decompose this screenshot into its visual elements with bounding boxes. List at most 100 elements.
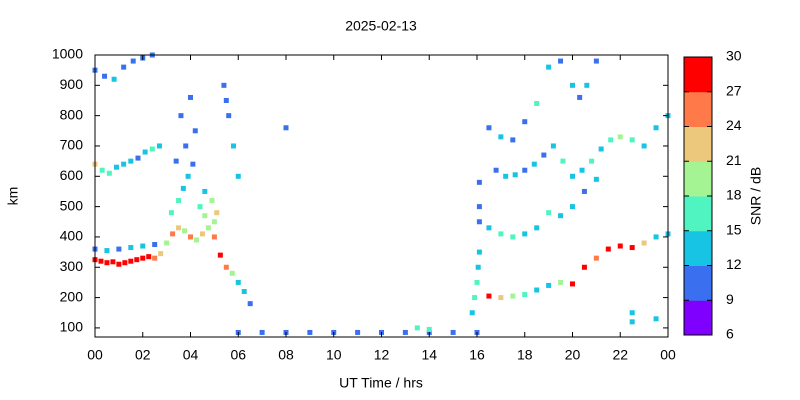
snr-cell (593, 255, 599, 261)
snr-cell (211, 219, 217, 225)
snr-cell (110, 259, 116, 265)
snr-cell (122, 260, 128, 266)
snr-cell (570, 82, 575, 88)
snr-cell (221, 82, 227, 88)
colorbar-tick-label: 24 (726, 117, 742, 133)
colorbar-tick-label: 6 (726, 326, 734, 342)
snr-cell (522, 167, 528, 173)
snr-cell (199, 231, 205, 237)
y-tick-label: 400 (60, 228, 84, 244)
colorbar-tick-label: 27 (726, 82, 742, 98)
snr-cell (541, 152, 547, 158)
snr-cell (629, 319, 635, 325)
snr-cell (653, 316, 659, 322)
x-tick-label: 06 (230, 347, 246, 363)
snr-cell (560, 158, 566, 164)
snr-cell (152, 255, 158, 261)
snr-cell (510, 234, 516, 240)
snr-cell (156, 143, 162, 149)
snr-cell (414, 325, 420, 331)
x-tick-label: 04 (183, 347, 199, 363)
snr-cell (476, 249, 482, 255)
x-tick-label: 00 (87, 347, 103, 363)
snr-cell (629, 137, 635, 143)
snr-cell (259, 329, 265, 335)
snr-cell (180, 185, 186, 191)
snr-cell (230, 143, 236, 149)
snr-cell (140, 243, 146, 249)
snr-cell (498, 134, 504, 140)
snr-cell (472, 295, 478, 301)
snr-cell (512, 172, 518, 178)
snr-cell (476, 179, 482, 185)
snr-cell (128, 158, 134, 164)
snr-cell (192, 128, 198, 134)
snr-cell (183, 143, 189, 149)
x-tick-label: 00 (660, 347, 676, 363)
snr-cell (486, 125, 492, 131)
snr-cell (402, 329, 408, 335)
snr-cell (182, 228, 188, 234)
colorbar-band (684, 196, 712, 232)
snr-cell (205, 225, 211, 231)
snr-cell (584, 82, 590, 88)
colorbar-band (684, 265, 712, 301)
snr-cell (235, 279, 241, 285)
snr-cell (522, 231, 528, 237)
snr-cell (202, 213, 208, 219)
snr-cell (241, 289, 247, 295)
snr-cell (130, 58, 136, 64)
snr-cell (102, 73, 108, 79)
snr-cell (503, 173, 509, 179)
snr-cell (510, 293, 516, 299)
snr-cell (173, 158, 179, 164)
snr-cell (116, 261, 122, 267)
y-tick-label: 500 (60, 197, 84, 213)
snr-cell (498, 295, 504, 301)
snr-cell (469, 310, 475, 316)
snr-cell (534, 225, 540, 231)
snr-cell (476, 219, 482, 225)
snr-cell (135, 155, 141, 161)
snr-cell (605, 246, 611, 252)
x-tick-label: 02 (135, 347, 151, 363)
snr-cell (593, 176, 599, 182)
snr-cell (570, 173, 575, 179)
y-tick-label: 200 (60, 288, 84, 304)
colorbar-band (684, 91, 712, 127)
snr-cell (111, 76, 117, 82)
x-tick-label: 10 (326, 347, 342, 363)
snr-cell (493, 167, 499, 173)
snr-cell (202, 188, 208, 194)
snr-cell (593, 58, 599, 64)
snr-cell (217, 252, 223, 258)
colorbar-band (684, 230, 712, 266)
snr-cell (193, 237, 199, 243)
colorbar-band (684, 161, 712, 197)
snr-cell (476, 204, 482, 210)
colorbar-band (684, 126, 712, 162)
snr-cell (98, 258, 104, 264)
colorbar-tick-label: 9 (726, 291, 734, 307)
snr-cell (474, 279, 480, 285)
snr-cell (211, 234, 217, 240)
snr-cell (176, 198, 182, 204)
snr-cell (598, 146, 604, 152)
snr-cell (214, 210, 220, 216)
y-tick-label: 100 (60, 319, 84, 335)
snr-cell (558, 279, 564, 285)
colorbar-band (684, 300, 712, 336)
snr-cell (486, 293, 492, 299)
snr-cell (617, 243, 623, 249)
snr-cell (641, 143, 647, 149)
snr-cell (546, 282, 552, 288)
x-tick-label: 20 (565, 347, 581, 363)
snr-cell (104, 248, 110, 254)
snr-cell (558, 58, 564, 64)
snr-cell (522, 292, 528, 298)
snr-cell (546, 210, 552, 216)
snr-cell (546, 64, 552, 70)
snr-cell (608, 137, 614, 143)
snr-cell (534, 101, 540, 107)
